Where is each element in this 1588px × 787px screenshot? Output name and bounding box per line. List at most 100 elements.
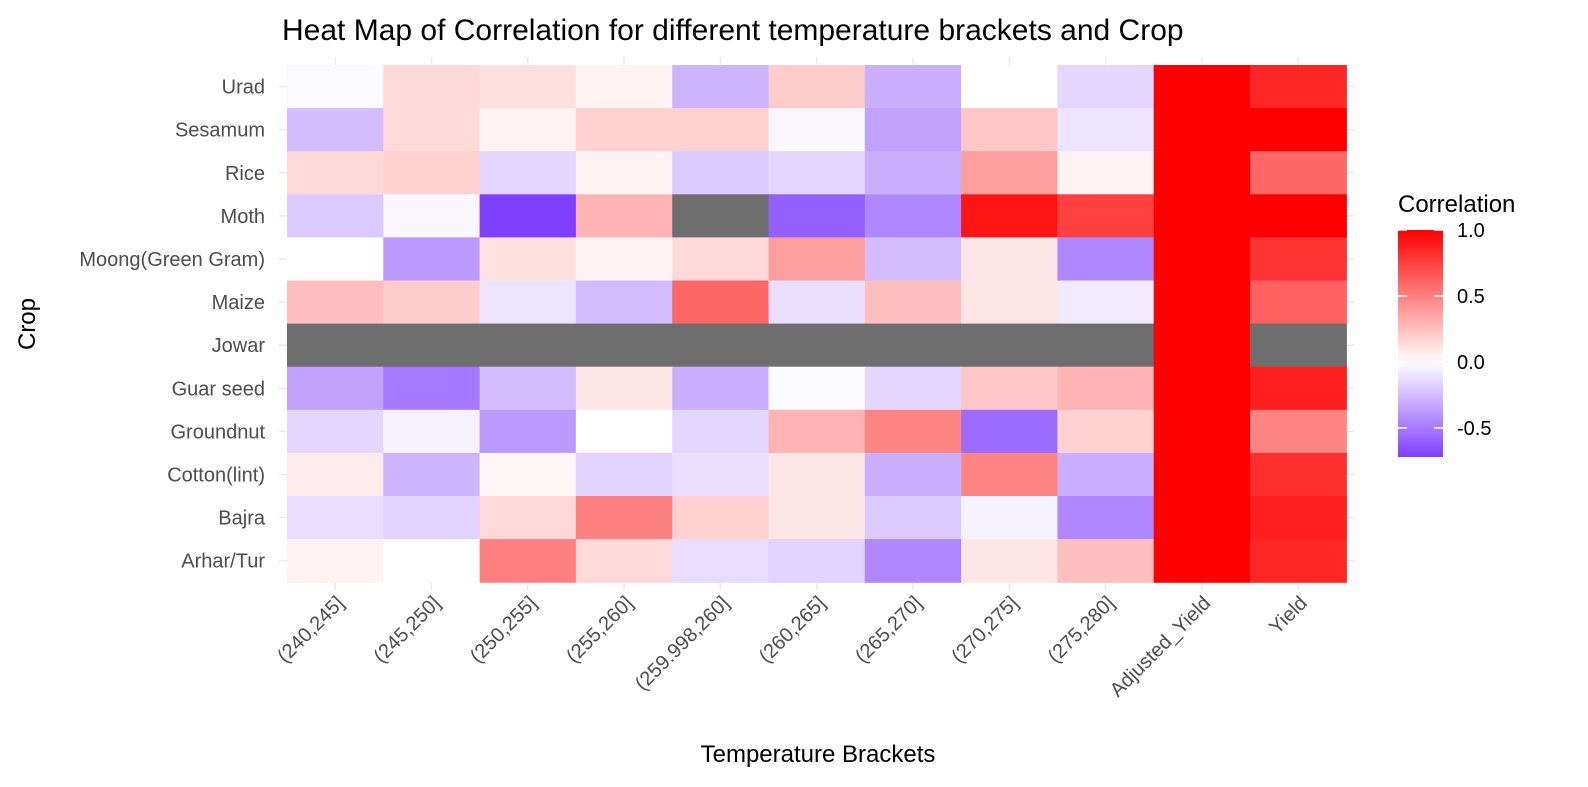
heatmap-cell — [575, 65, 673, 109]
heatmap-cell — [383, 108, 481, 152]
heatmap-cell — [575, 452, 673, 497]
heatmap-cell — [672, 151, 770, 195]
y-tick-label: Urad — [222, 77, 265, 99]
heatmap-cell — [864, 65, 962, 109]
legend-title: Correlation — [1398, 191, 1515, 218]
heatmap-cell — [383, 496, 481, 540]
legend-tick-label: 1.0 — [1457, 220, 1485, 242]
heatmap-cell — [1250, 366, 1347, 411]
heatmap-cell — [575, 323, 673, 368]
heatmap-cell — [864, 108, 962, 152]
heatmap-cell — [1153, 496, 1251, 540]
heatmap-cell — [383, 323, 481, 368]
heatmap-cell — [479, 409, 577, 454]
heatmap-cell — [287, 151, 384, 195]
heatmap-cell — [768, 108, 866, 152]
heatmap-cell — [479, 280, 577, 325]
y-tick-label: Moong(Green Gram) — [79, 249, 265, 271]
heatmap-cell — [479, 151, 577, 195]
heatmap-cell — [575, 539, 673, 583]
heatmap-cell — [961, 452, 1058, 497]
heatmap-cell — [961, 108, 1058, 152]
heatmap-cell — [864, 323, 962, 368]
legend: Correlation 1.0 0.5 0.0 -0.5 — [1398, 191, 1515, 457]
heatmap-cell — [287, 366, 384, 411]
heatmap-cell — [672, 452, 770, 497]
legend-ticks: 1.0 0.5 0.0 -0.5 — [1398, 220, 1491, 440]
heatmap-cell — [1153, 409, 1251, 454]
heatmap-cell — [575, 409, 673, 454]
heatmap-cell — [768, 151, 866, 195]
heatmap-cell — [287, 539, 384, 583]
x-tick-label: (260,265] — [755, 592, 830, 667]
heatmap-cell — [383, 452, 481, 497]
heatmap-cell — [1153, 280, 1251, 325]
heatmap-cell — [672, 108, 770, 152]
heatmap-cell — [1153, 108, 1251, 152]
legend-tick-label: 0.0 — [1457, 352, 1485, 374]
x-tick-label: (250,255] — [466, 592, 541, 667]
heatmap-cell — [575, 280, 673, 325]
heatmap-cell — [1057, 280, 1155, 325]
heatmap-cell — [961, 65, 1058, 109]
y-tick-label: Rice — [225, 163, 265, 185]
heatmap-cell — [1057, 237, 1155, 282]
heatmap-cell — [1250, 323, 1347, 368]
y-axis-label: Crop — [14, 298, 41, 350]
x-tick-label: (255,260] — [562, 592, 637, 667]
heatmap-cell — [1057, 323, 1155, 368]
heatmap-cell — [479, 323, 577, 368]
heatmap-cell — [768, 323, 866, 368]
y-tick-label: Jowar — [212, 335, 266, 357]
y-tick-labels: Urad Sesamum Rice Moth Moong(Green Gram) Maiz… — [79, 77, 265, 573]
heatmap-cell — [287, 323, 384, 368]
y-tick-label: Groundnut — [170, 421, 265, 443]
heatmap-cell — [672, 194, 770, 238]
heatmap-cell — [672, 496, 770, 540]
x-axis-label: Temperature Brackets — [701, 741, 936, 768]
heatmap-cell — [1250, 539, 1347, 583]
heatmap-cell — [768, 194, 866, 238]
legend-tick-label: 0.5 — [1457, 286, 1485, 308]
heatmap-cell — [1250, 452, 1347, 497]
heatmap-cell — [672, 323, 770, 368]
heatmap-cell — [1057, 108, 1155, 152]
heatmap-cell — [961, 280, 1058, 325]
heatmap-cell — [961, 237, 1058, 282]
heatmap-cell — [287, 194, 384, 238]
heatmap-cell — [479, 194, 577, 238]
heatmap-cell — [1153, 366, 1251, 411]
heatmap-cell — [287, 409, 384, 454]
heatmap-cell — [575, 151, 673, 195]
heatmap-cell — [1057, 452, 1155, 497]
heatmap-cell — [479, 108, 577, 152]
heatmap-cell — [575, 237, 673, 282]
heatmap-cell — [672, 409, 770, 454]
heatmap-cell — [575, 496, 673, 540]
heatmap-cell — [479, 237, 577, 282]
heatmap-cell — [1153, 237, 1251, 282]
x-tick-label: Adjusted_Yield — [1106, 592, 1215, 701]
heatmap-cell — [768, 366, 866, 411]
heatmap-cell — [1153, 452, 1251, 497]
heatmap-cell — [1250, 237, 1347, 282]
heatmap-cell — [383, 539, 481, 583]
heatmap-cell — [1250, 409, 1347, 454]
y-tick-label: Arhar/Tur — [181, 551, 265, 573]
heatmap-cell — [864, 539, 962, 583]
heatmap-cell — [768, 496, 866, 540]
heatmap-cell — [1153, 323, 1251, 368]
heatmap-cell — [672, 366, 770, 411]
heatmap-cell — [1250, 194, 1347, 238]
heatmap-cell — [864, 237, 962, 282]
heatmap-cell — [383, 65, 481, 109]
heatmap-cell — [1250, 280, 1347, 325]
heatmap-cell — [287, 108, 384, 152]
heatmap-cell — [1250, 496, 1347, 540]
heatmap-cell — [1153, 539, 1251, 583]
y-tick-label: Bajra — [218, 508, 266, 530]
heatmap-cell — [1057, 65, 1155, 109]
heatmap-cell — [383, 409, 481, 454]
